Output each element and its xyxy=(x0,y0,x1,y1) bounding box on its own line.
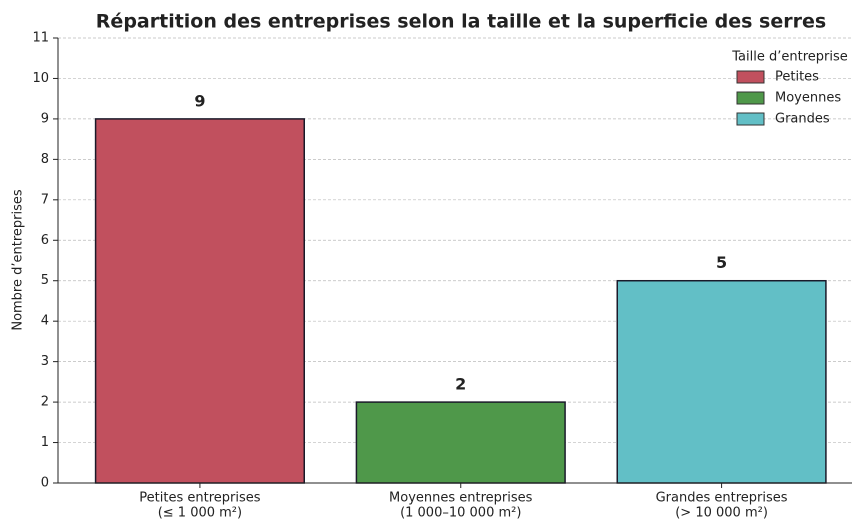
value-label: 5 xyxy=(716,253,727,272)
y-tick-label: 4 xyxy=(41,314,49,329)
y-tick-label: 3 xyxy=(41,354,49,369)
x-tick-label: (≤ 1 000 m²) xyxy=(158,506,242,521)
bar xyxy=(355,401,566,484)
bar xyxy=(94,118,306,484)
value-label: 9 xyxy=(194,91,205,110)
y-axis-label: Nombre d’entreprises xyxy=(11,189,26,331)
value-label: 2 xyxy=(455,375,466,394)
legend-label: Petites xyxy=(775,70,819,85)
legend-swatch xyxy=(736,70,765,84)
chart-title: Répartition des entreprises selon la tai… xyxy=(96,11,826,33)
x-tick-label: Petites entreprises xyxy=(139,491,260,506)
bar xyxy=(616,279,827,484)
legend-swatch xyxy=(736,91,765,105)
x-tick-label: (1 000–10 000 m²) xyxy=(400,506,521,521)
legend-label: Grandes xyxy=(775,112,830,127)
x-tick-label: Moyennes entreprises xyxy=(389,491,533,506)
y-tick-label: 10 xyxy=(32,71,49,86)
x-tick-label: Grandes entreprises xyxy=(656,491,788,506)
y-tick-label: 9 xyxy=(41,111,49,126)
legend-title: Taille d’entreprise xyxy=(731,50,847,65)
legend-swatch xyxy=(736,112,765,126)
y-tick-label: 8 xyxy=(41,152,49,167)
y-tick-label: 5 xyxy=(41,273,49,288)
y-tick-label: 0 xyxy=(41,476,49,491)
x-tick-label: (> 10 000 m²) xyxy=(675,506,768,521)
legend-label: Moyennes xyxy=(775,91,841,106)
y-tick-label: 1 xyxy=(41,435,49,450)
y-tick-label: 7 xyxy=(41,192,49,207)
y-tick-label: 2 xyxy=(41,395,49,410)
y-tick-label: 6 xyxy=(41,233,49,248)
y-tick-label: 11 xyxy=(32,31,49,46)
